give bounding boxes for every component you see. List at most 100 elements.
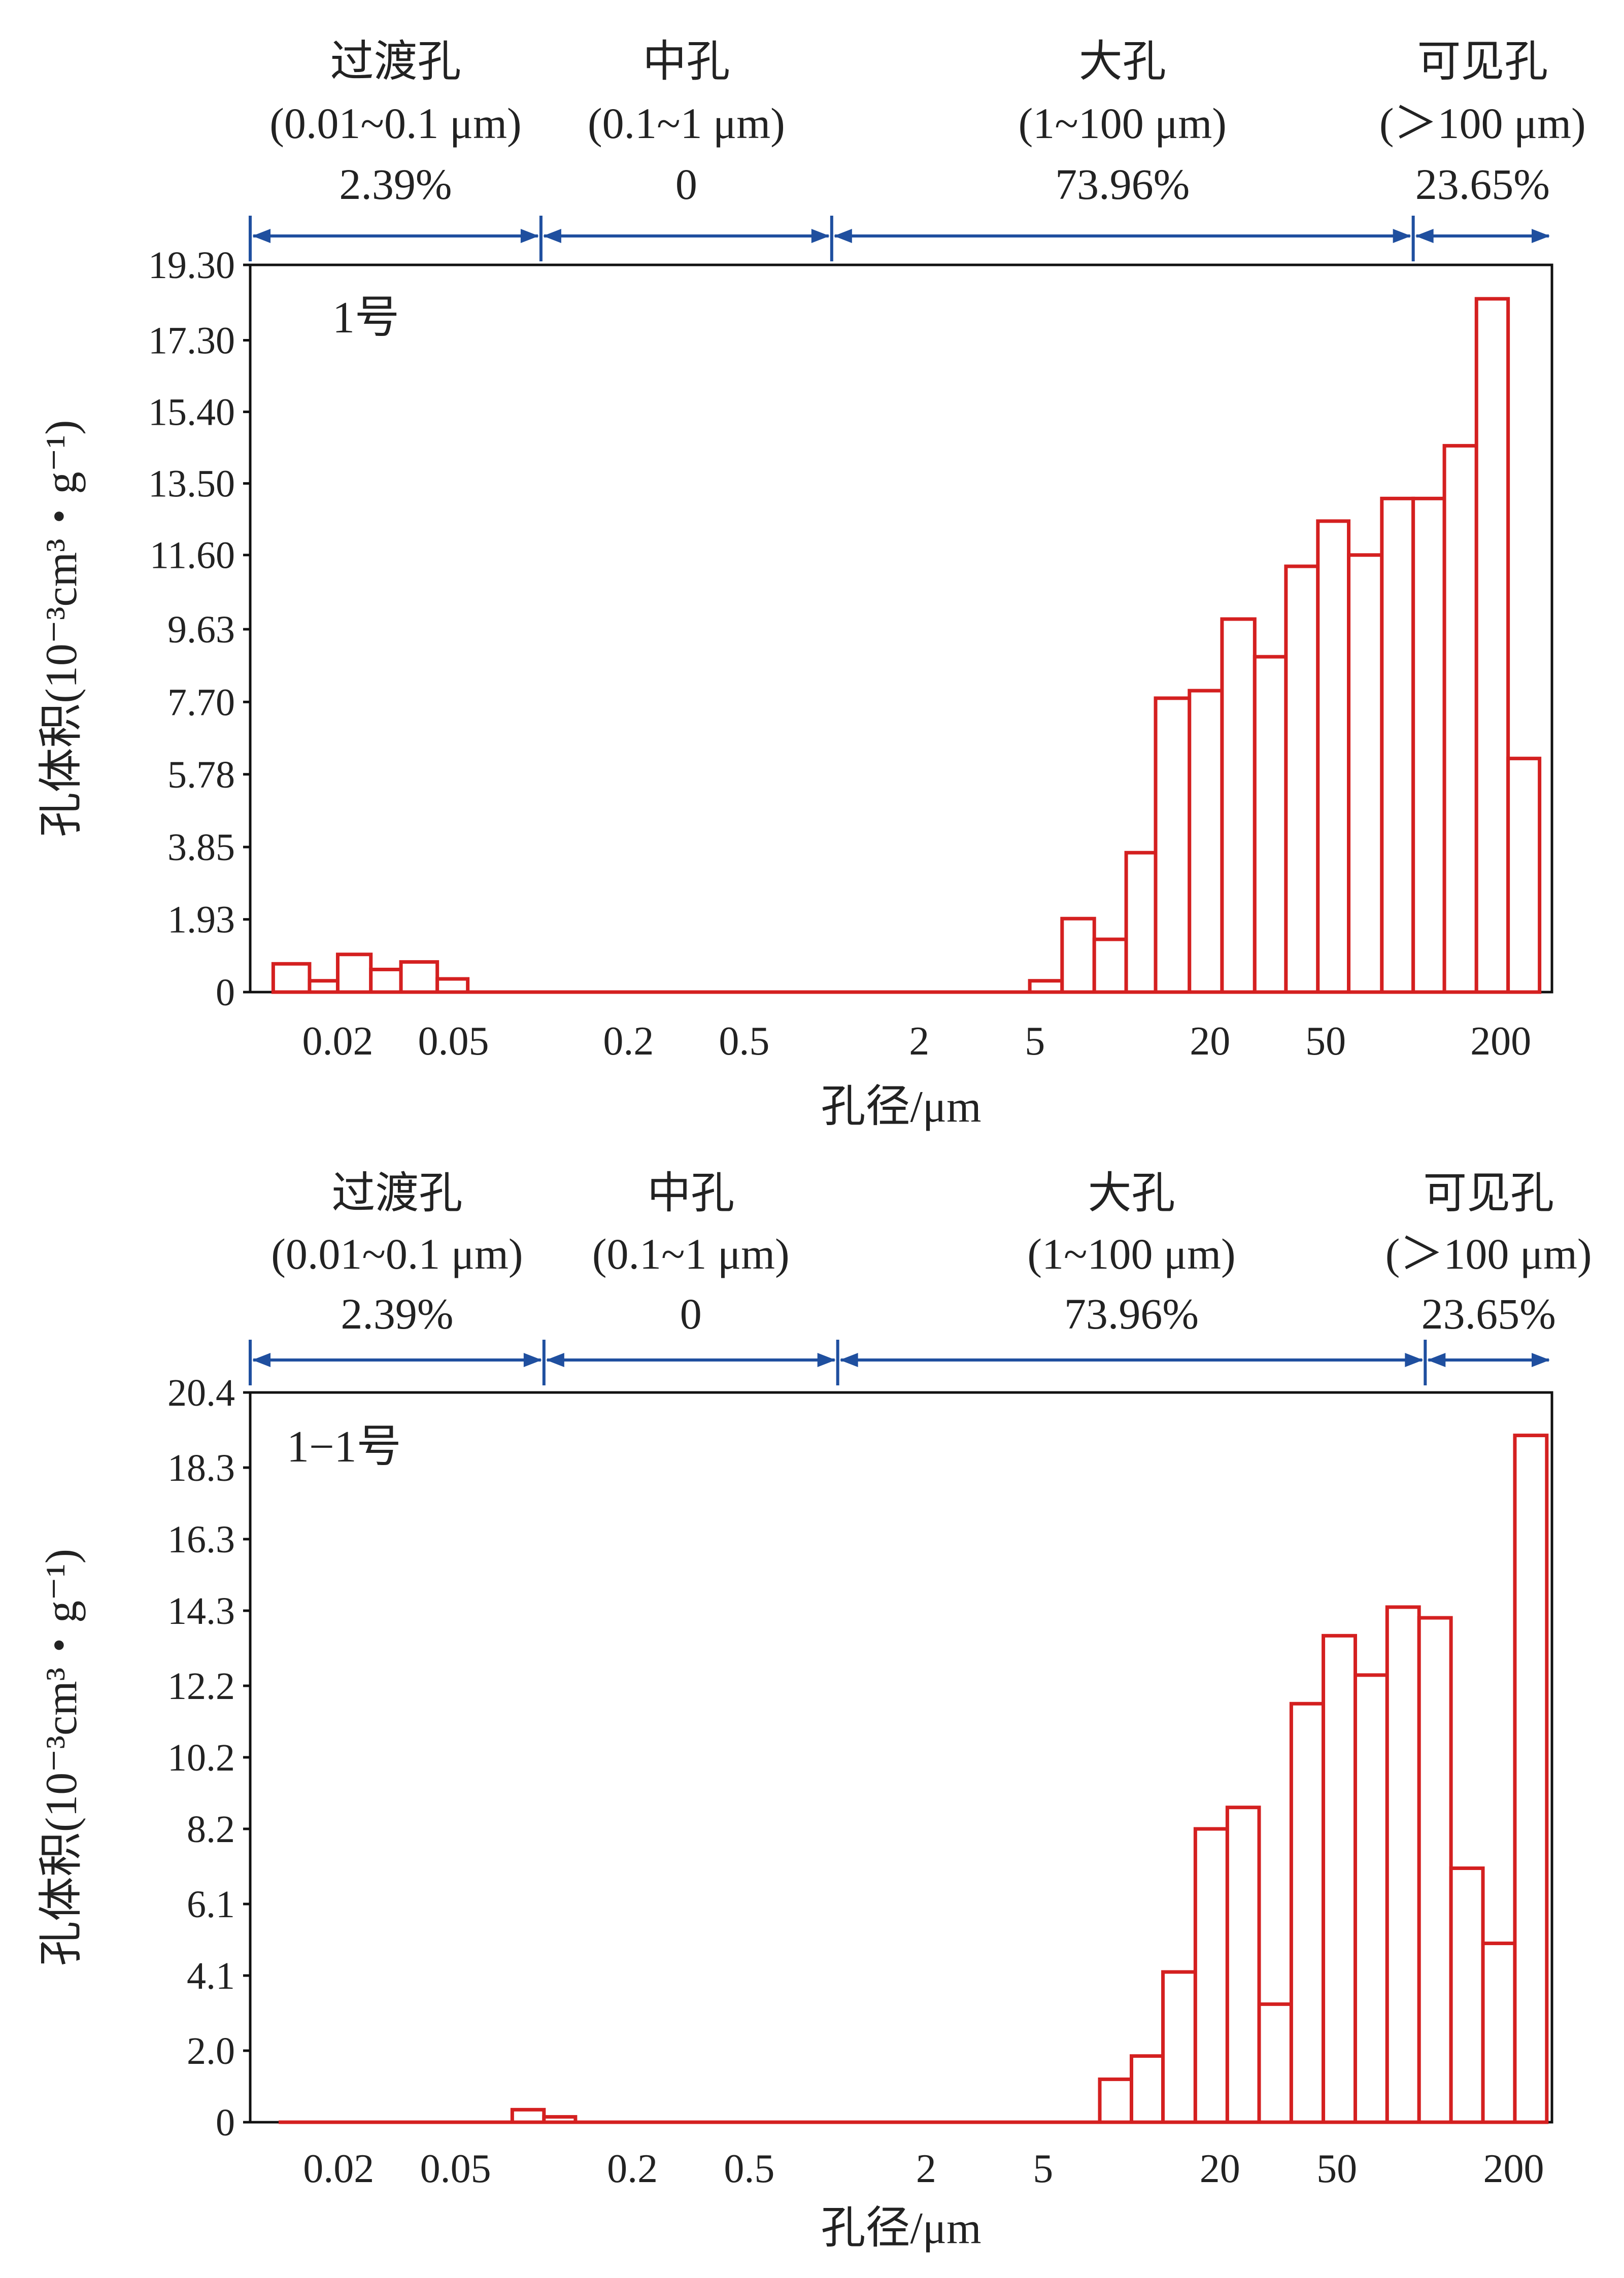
x-tick-label: 5: [1033, 2147, 1053, 2191]
pore-range-name: 大孔: [1079, 37, 1166, 86]
histogram-bar: [1322, 1634, 1358, 2124]
histogram-bar: [1284, 564, 1320, 994]
pore-range-percent: 23.65%: [1415, 160, 1550, 209]
histogram-bar: [510, 2107, 546, 2124]
range-arrowhead-right: [811, 229, 830, 243]
histogram-bar: [1188, 689, 1224, 994]
x-tick-label: 0.02: [302, 1019, 373, 1064]
histogram-bar: [1220, 617, 1257, 994]
pore-range-percent: 0: [680, 1289, 702, 1338]
chart-panel-2: 0 2.0 4.1 6.1 8.2 10.2 12.2 14.3 16.3 18.3 20.4 0.0…: [37, 1169, 1592, 2253]
x-tick-label: 20: [1190, 1019, 1230, 1064]
histogram-bar: [542, 2115, 578, 2124]
pore-range-name: 中孔: [642, 37, 730, 86]
x-tick-label: 0.05: [418, 1019, 489, 1064]
histogram-bar: [399, 960, 439, 994]
histogram-bar: [1513, 1434, 1549, 2124]
histogram-bar: [1481, 1942, 1517, 2124]
histogram-bar: [1347, 553, 1384, 994]
y-tick-label: 5.78: [167, 754, 235, 796]
pore-range-name: 中孔: [647, 1169, 734, 1217]
range-arrowhead-right: [1532, 1353, 1550, 1367]
histogram-bar: [271, 962, 312, 994]
histogram-bar: [308, 979, 340, 994]
pore-range-interval: (0.01~0.1 μm): [269, 99, 521, 148]
range-arrowhead-right: [1532, 229, 1550, 243]
pore-range-name: 可见孔: [1417, 37, 1548, 86]
y-tick-label: 0: [216, 2101, 235, 2144]
range-arrowhead-left: [1427, 1353, 1446, 1367]
pore-range-interval: (＞100 μm): [1385, 1230, 1592, 1278]
y-tick-label: 19.30: [148, 244, 235, 287]
histogram-bar: [1124, 851, 1158, 994]
histogram-bar: [1385, 1605, 1421, 2124]
y-tick-label: 20.4: [167, 1372, 235, 1414]
x-tick-label: 0.2: [603, 1019, 654, 1064]
histogram-bar: [1354, 1673, 1389, 2124]
y-tick-label: 7.70: [167, 681, 235, 724]
x-tick-label: 0.05: [420, 2147, 491, 2191]
x-tick-label: 0.2: [607, 2147, 658, 2191]
chart-panel-1: 0 1.93 3.85 5.78 7.70 9.63 11.60 13.50 15.40 17.3…: [37, 37, 1586, 1132]
range-arrowhead-left: [546, 1353, 564, 1367]
histogram-bar: [1411, 496, 1446, 994]
histogram-bar: [1449, 1866, 1485, 2124]
x-tick-label: 200: [1483, 2147, 1544, 2191]
histogram-bar: [1506, 757, 1542, 994]
y-axis-title: 孔体积(10⁻³cm³・g⁻¹): [37, 1549, 86, 1966]
range-arrowhead-left: [839, 1353, 858, 1367]
pore-range-interval: (＞100 μm): [1379, 99, 1586, 148]
y-tick-label: 12.2: [167, 1665, 235, 1708]
y-tick-label: 16.3: [167, 1518, 235, 1561]
pore-range-name: 过渡孔: [330, 37, 461, 86]
histogram-bar: [1289, 1702, 1326, 2124]
histogram-bar: [1092, 937, 1128, 994]
pore-range-name: 大孔: [1088, 1169, 1175, 1217]
y-tick-label: 9.63: [167, 608, 235, 651]
range-arrowhead-right: [1393, 229, 1411, 243]
histogram-bar: [1161, 1970, 1197, 2124]
x-tick-label: 2: [916, 2147, 936, 2191]
pore-range-percent: 73.96%: [1064, 1289, 1199, 1338]
pore-range-interval: (0.1~1 μm): [592, 1230, 790, 1278]
range-arrowhead-left: [252, 1353, 270, 1367]
y-tick-label: 1.93: [167, 899, 235, 941]
histogram-bar: [1257, 2002, 1293, 2124]
pore-range-percent: 23.65%: [1422, 1289, 1556, 1338]
histogram-bar: [369, 967, 403, 994]
histogram-bar: [1417, 1616, 1453, 2124]
pore-range-name: 过渡孔: [331, 1169, 462, 1217]
x-tick-label: 2: [909, 1019, 929, 1064]
y-tick-label: 18.3: [167, 1447, 235, 1489]
y-tick-label: 6.1: [187, 1883, 235, 1926]
histogram-bar: [1474, 297, 1510, 994]
range-arrowhead-left: [543, 229, 561, 243]
y-axis-title: 孔体积(10⁻³cm³・g⁻¹): [37, 420, 86, 837]
pore-range-interval: (0.01~0.1 μm): [271, 1230, 523, 1278]
y-tick-label: 17.30: [148, 319, 235, 362]
x-tick-label: 0.02: [303, 2147, 374, 2191]
y-tick-label: 2.0: [187, 2030, 235, 2072]
histogram-bar: [1193, 1827, 1229, 2124]
y-tick-label: 10.2: [167, 1737, 235, 1779]
x-tick-label: 0.5: [724, 2147, 774, 2191]
range-arrowhead-right: [520, 229, 539, 243]
range-arrowhead-left: [833, 229, 852, 243]
histogram-bar: [1253, 655, 1288, 994]
range-arrowhead-left: [252, 229, 270, 243]
histogram-bar: [1316, 519, 1351, 994]
histogram-bar: [1225, 1806, 1261, 2124]
histogram-bar: [1098, 2077, 1133, 2124]
pore-range-percent: 2.39%: [339, 160, 452, 209]
pore-range-percent: 0: [675, 160, 697, 209]
range-arrowhead-right: [523, 1353, 542, 1367]
histogram-bar: [435, 977, 470, 994]
histogram-bar: [1060, 916, 1096, 994]
histogram-bar: [1028, 979, 1064, 994]
range-arrowhead-right: [1405, 1353, 1424, 1367]
y-tick-label: 0: [216, 971, 235, 1014]
panel-label: 1−1号: [287, 1422, 401, 1472]
pore-range-percent: 73.96%: [1055, 160, 1190, 209]
